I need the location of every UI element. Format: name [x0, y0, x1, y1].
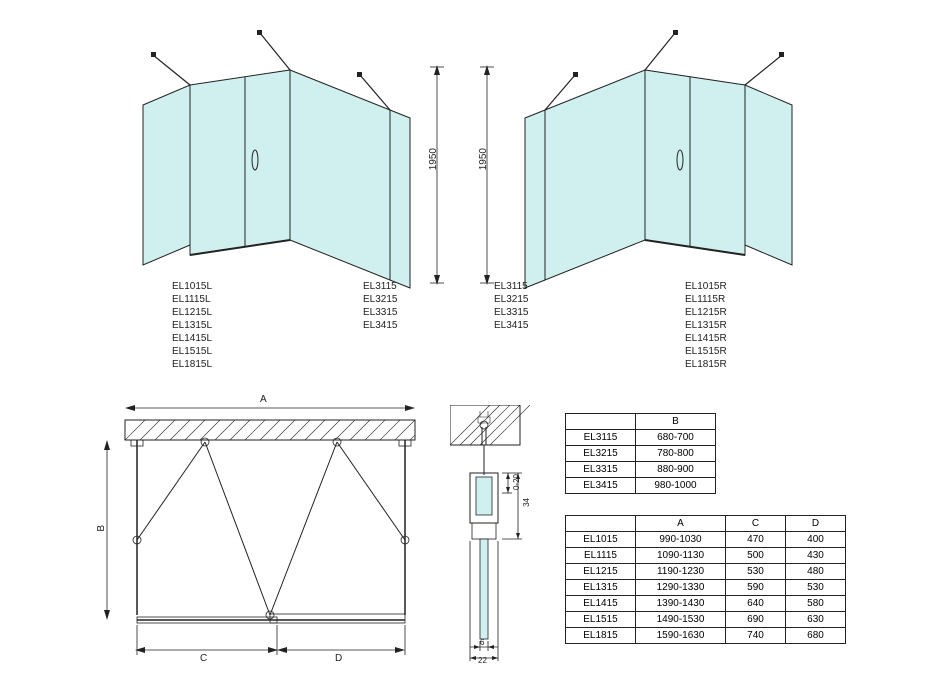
model-label: EL3315 — [363, 306, 397, 319]
profile-dim-34: 34 — [522, 498, 531, 507]
table-b: BEL3115680-700EL3215780-800EL3315880-900… — [565, 413, 716, 494]
model-label: EL1815R — [685, 358, 727, 371]
profile-dim-020: 0-20 — [512, 474, 521, 490]
profile-detail — [450, 405, 550, 670]
dim-b: B — [96, 525, 107, 532]
model-label: EL1015L — [172, 280, 212, 293]
iso-view-right — [490, 15, 800, 315]
model-label: EL1115L — [172, 293, 212, 306]
height-dim-left — [422, 65, 452, 290]
labels-right-models: EL1015REL1115REL1215REL1315REL1415REL151… — [685, 280, 727, 371]
model-label: EL1515R — [685, 345, 727, 358]
table-acd: ACDEL1015990-1030470400EL11151090-113050… — [565, 515, 846, 644]
height-label-right: 1950 — [478, 148, 489, 170]
model-label: EL3215 — [363, 293, 397, 306]
model-label: EL3215 — [494, 293, 528, 306]
model-label: EL1115R — [685, 293, 727, 306]
iso-view-left — [135, 15, 445, 315]
model-label: EL3115 — [494, 280, 528, 293]
model-label: EL3115 — [363, 280, 397, 293]
dim-c: C — [200, 653, 207, 664]
dim-a: A — [260, 394, 267, 405]
model-label: EL1015R — [685, 280, 727, 293]
labels-right-side: EL3115EL3215EL3315EL3415 — [494, 280, 528, 332]
model-label: EL1515L — [172, 345, 212, 358]
height-label-left: 1950 — [428, 148, 439, 170]
model-label: EL1215R — [685, 306, 727, 319]
model-label: EL1415L — [172, 332, 212, 345]
model-label: EL3415 — [363, 319, 397, 332]
labels-left-side: EL3115EL3215EL3315EL3415 — [363, 280, 397, 332]
model-label: EL3315 — [494, 306, 528, 319]
model-label: EL1315R — [685, 319, 727, 332]
plan-view — [85, 400, 445, 680]
profile-dim-6: 6 — [480, 638, 484, 647]
model-label: EL1215L — [172, 306, 212, 319]
profile-dim-22: 22 — [478, 656, 487, 665]
labels-left-models: EL1015LEL1115LEL1215LEL1315LEL1415LEL151… — [172, 280, 212, 371]
model-label: EL1315L — [172, 319, 212, 332]
model-label: EL1815L — [172, 358, 212, 371]
model-label: EL3415 — [494, 319, 528, 332]
dim-d: D — [335, 653, 342, 664]
model-label: EL1415R — [685, 332, 727, 345]
